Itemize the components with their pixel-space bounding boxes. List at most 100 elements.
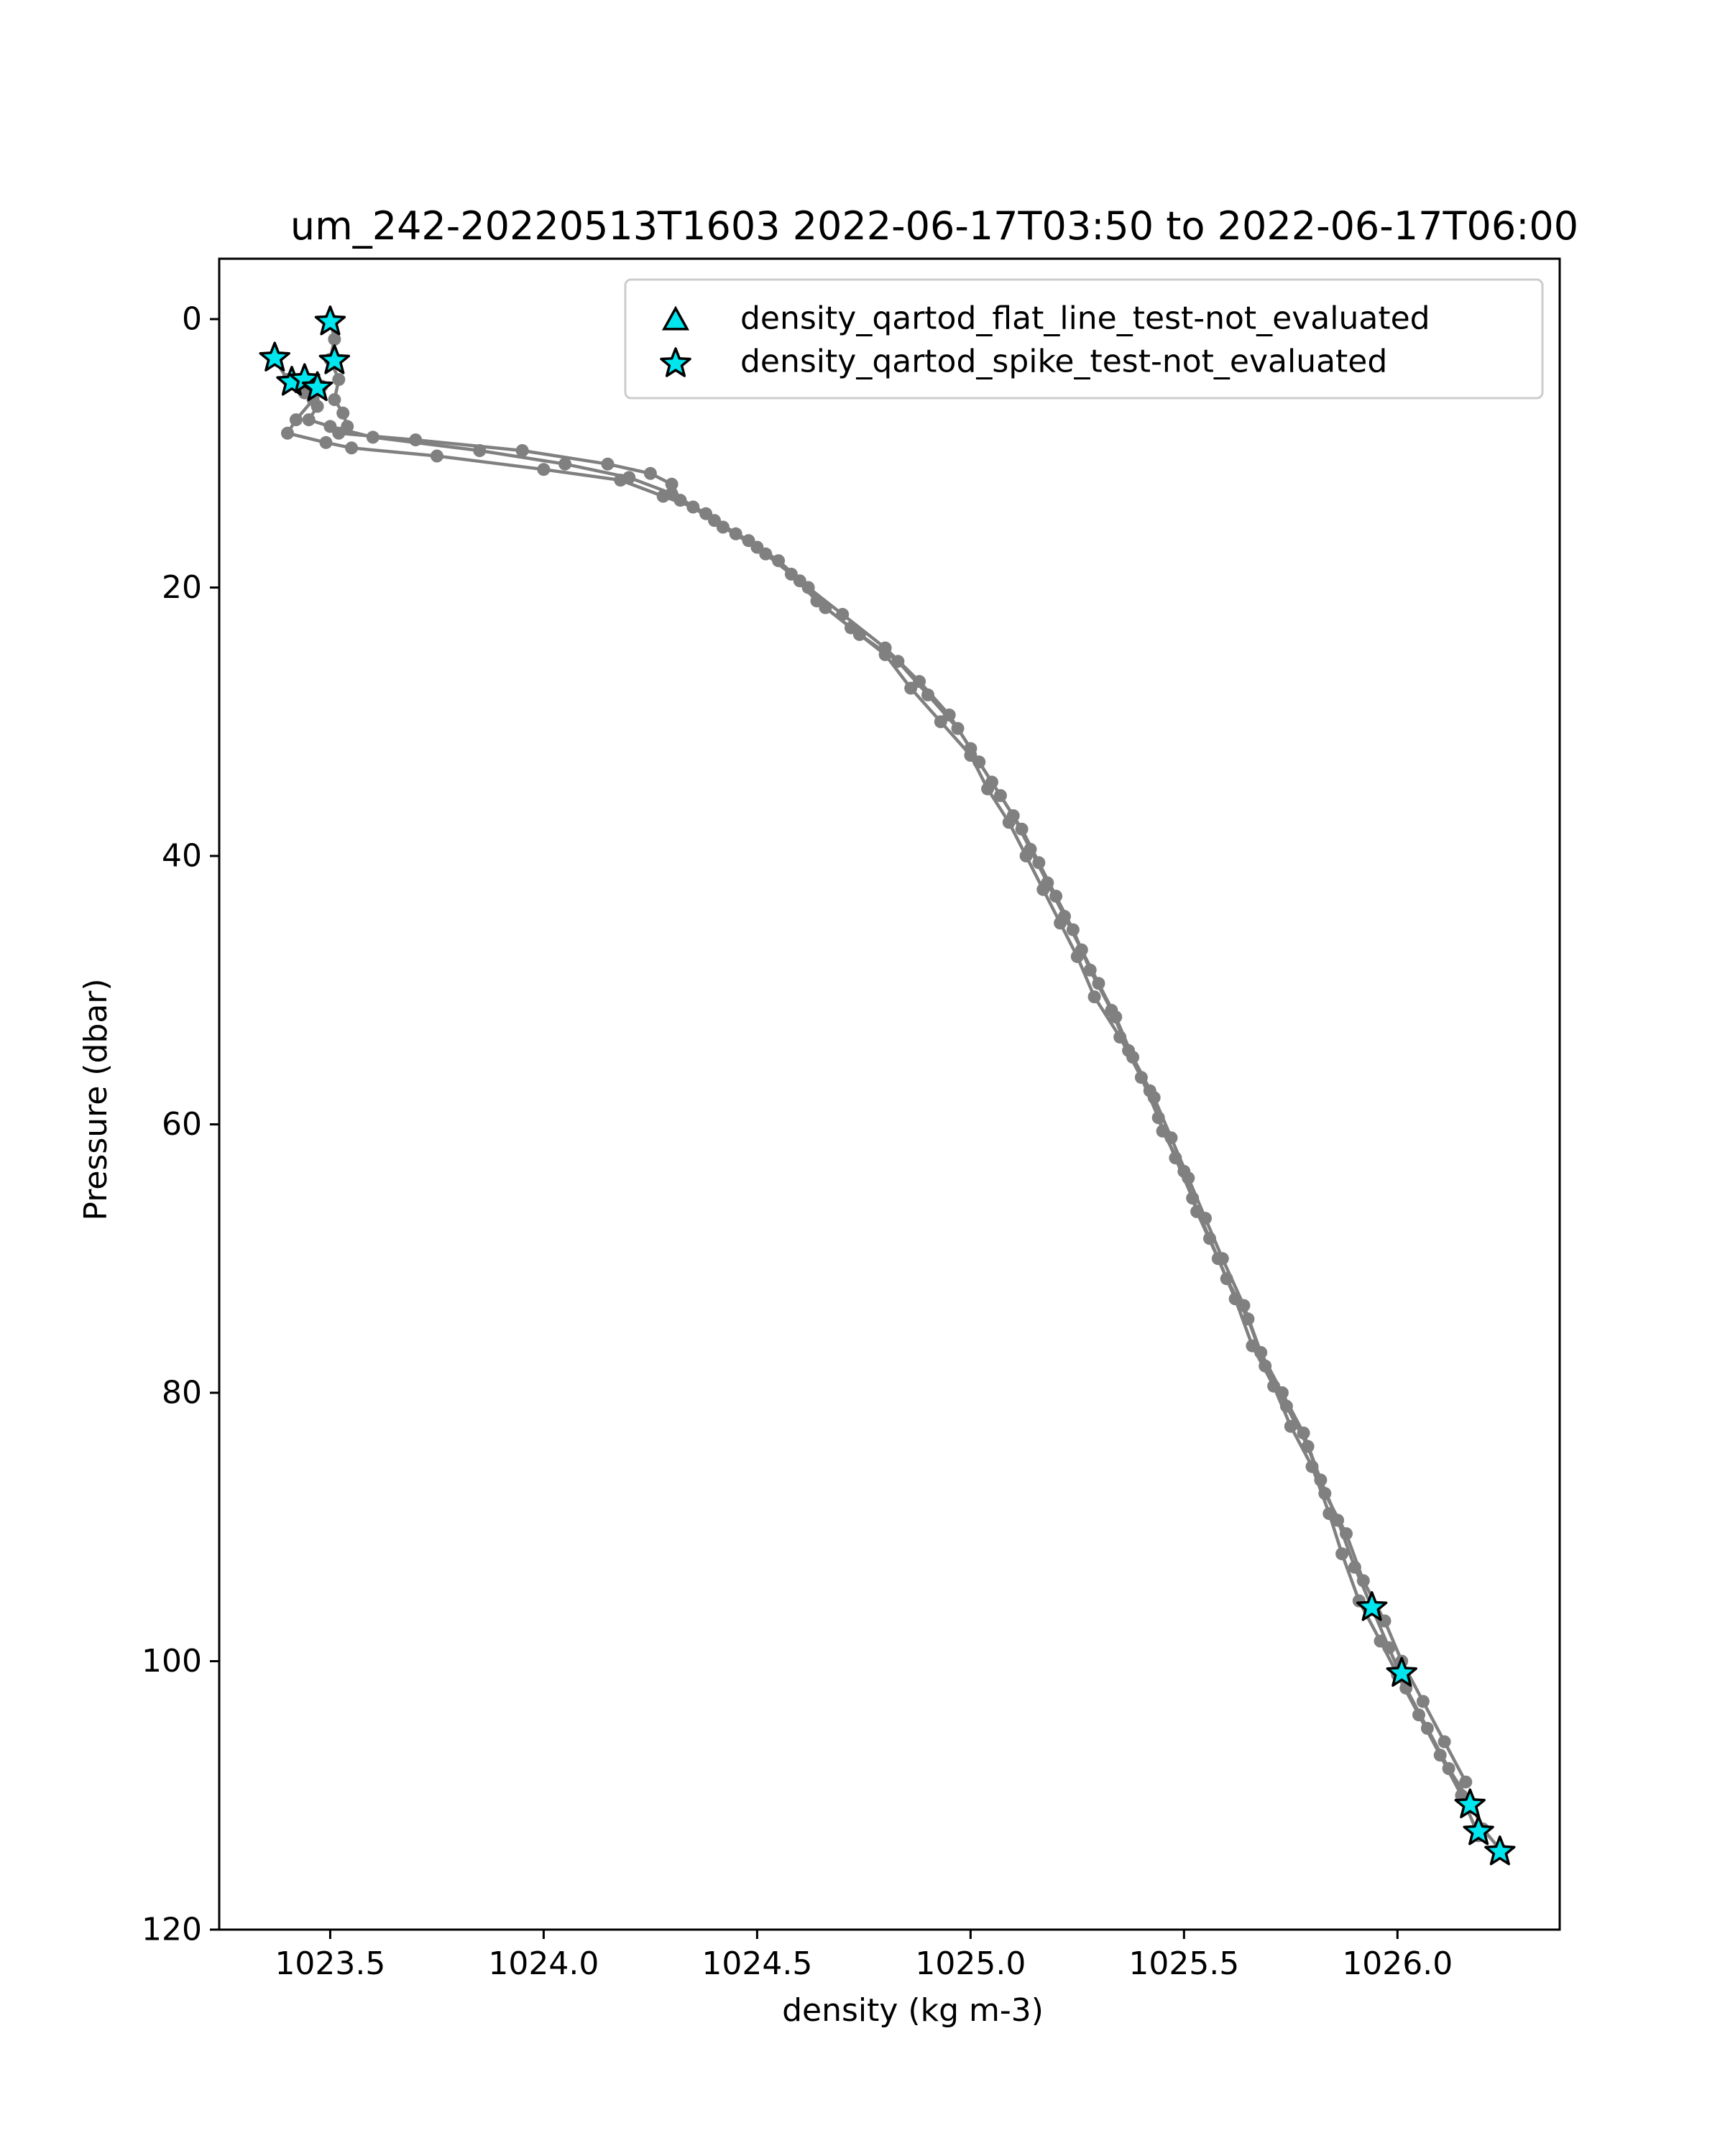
profile-point bbox=[784, 567, 798, 581]
profile-point bbox=[1113, 1031, 1127, 1044]
profile-point bbox=[323, 420, 337, 433]
y-axis-label: Pressure (dbar) bbox=[78, 978, 114, 1220]
legend-label-flat-line: density_qartod_flat_line_test-not_evalua… bbox=[740, 300, 1430, 337]
axis-ticks: 1023.5 1024.0 1024.5 1025.0 1025.5 1026.0 0 20 4… bbox=[142, 301, 1453, 1982]
profile-point bbox=[1241, 1312, 1255, 1326]
profile-point bbox=[1412, 1708, 1425, 1722]
profile-point bbox=[1203, 1232, 1216, 1245]
plot-area bbox=[218, 257, 1561, 1931]
profile-point bbox=[332, 373, 346, 387]
y-tick-label: 60 bbox=[162, 1106, 202, 1143]
profile-point bbox=[366, 430, 380, 444]
profile-point bbox=[1015, 822, 1029, 836]
profile-line-2 bbox=[285, 384, 1468, 1784]
y-tick-label: 40 bbox=[162, 838, 202, 875]
profile-point bbox=[686, 500, 700, 514]
profile-point bbox=[993, 789, 1007, 802]
legend-triangle-marker bbox=[661, 305, 690, 331]
spike-test-star-marker bbox=[1463, 1815, 1494, 1846]
profile-point bbox=[904, 681, 918, 695]
y-tick-label: 0 bbox=[182, 301, 202, 338]
legend-star-icon bbox=[660, 347, 691, 377]
profile-point bbox=[934, 715, 947, 729]
profile-point bbox=[1259, 1359, 1272, 1373]
spike-test-star-marker bbox=[314, 305, 346, 336]
profile-point bbox=[1340, 1527, 1353, 1541]
profile-point bbox=[665, 477, 678, 491]
profile-point bbox=[656, 489, 670, 503]
x-axis-label: density (kg m-3) bbox=[782, 1992, 1044, 2029]
profile-point bbox=[921, 688, 934, 701]
spike-test-star-marker bbox=[318, 344, 351, 374]
profile-point bbox=[1186, 1192, 1200, 1205]
profile-point bbox=[1356, 1574, 1370, 1588]
profile-point bbox=[601, 457, 615, 471]
x-tick-label: 1024.0 bbox=[488, 1945, 599, 1982]
profile-point bbox=[1054, 916, 1067, 930]
profile-point bbox=[1083, 963, 1097, 977]
spike-test-star-marker bbox=[1386, 1657, 1417, 1687]
profile-point bbox=[1374, 1634, 1387, 1648]
profile-point bbox=[964, 749, 978, 762]
profile-point bbox=[1433, 1749, 1447, 1762]
legend-triangle-icon bbox=[661, 305, 690, 331]
profile-point bbox=[473, 444, 487, 457]
profile-point bbox=[1459, 1775, 1473, 1789]
legend-star-marker bbox=[660, 347, 691, 377]
spike-test-star-marker bbox=[1356, 1591, 1388, 1621]
profile-point bbox=[302, 413, 316, 427]
profile-point bbox=[981, 782, 995, 796]
x-tick-label: 1025.5 bbox=[1128, 1945, 1239, 1982]
profile-point bbox=[1301, 1439, 1315, 1453]
y-tick-label: 20 bbox=[162, 569, 202, 606]
profile-point bbox=[614, 474, 627, 487]
profile-point bbox=[328, 393, 341, 407]
profile-point bbox=[1416, 1695, 1430, 1708]
profile-point bbox=[328, 333, 341, 346]
spike-test-star-marker bbox=[1454, 1788, 1486, 1819]
legend: density_qartod_flat_line_test-not_evalua… bbox=[624, 278, 1544, 400]
profile-point bbox=[1070, 950, 1084, 964]
profile-point bbox=[430, 449, 443, 463]
legend-label-spike: density_qartod_spike_test-not_evaluated bbox=[740, 344, 1387, 380]
profile-point bbox=[1438, 1735, 1451, 1749]
profile-point bbox=[643, 466, 657, 480]
profile-point bbox=[558, 457, 572, 471]
x-tick-label: 1025.0 bbox=[915, 1945, 1026, 1982]
x-tick-label: 1023.5 bbox=[275, 1945, 385, 1982]
profile-point bbox=[1220, 1272, 1233, 1286]
spike-test-star-marker bbox=[259, 341, 290, 372]
profile-point bbox=[1279, 1399, 1293, 1413]
profile-point bbox=[772, 554, 786, 568]
profile-point bbox=[336, 406, 350, 420]
profile-point bbox=[281, 426, 294, 440]
profile-point bbox=[878, 648, 892, 661]
profile-point bbox=[845, 621, 857, 635]
profile-point bbox=[750, 540, 764, 554]
profile-point bbox=[1134, 1071, 1148, 1084]
profile-point bbox=[1087, 990, 1101, 1004]
profile-point bbox=[1066, 923, 1080, 936]
profile-point bbox=[515, 444, 529, 457]
y-tick-label: 80 bbox=[162, 1375, 202, 1411]
profile-point bbox=[1049, 890, 1063, 903]
spike-test-star-marker bbox=[1484, 1835, 1516, 1866]
chart-title: um_242-20220513T1603 2022-06-17T03:50 to… bbox=[290, 203, 1578, 249]
profile-point bbox=[319, 436, 333, 449]
profile-point bbox=[716, 520, 730, 534]
profile-point bbox=[1318, 1487, 1332, 1501]
legend-frame bbox=[624, 278, 1544, 400]
profile-point bbox=[1036, 883, 1050, 896]
y-tick-label: 100 bbox=[142, 1643, 202, 1680]
x-tick-label: 1026.0 bbox=[1342, 1945, 1453, 1982]
profile-point bbox=[1002, 816, 1016, 829]
y-tick-label: 120 bbox=[142, 1912, 202, 1948]
profile-point bbox=[345, 441, 359, 455]
profile-point bbox=[810, 594, 824, 608]
profile-point bbox=[1105, 1003, 1118, 1017]
axes-frame bbox=[218, 257, 1561, 1931]
profile-point bbox=[1335, 1547, 1349, 1561]
profile-point bbox=[1151, 1111, 1165, 1125]
x-tick-label: 1024.5 bbox=[702, 1945, 812, 1982]
